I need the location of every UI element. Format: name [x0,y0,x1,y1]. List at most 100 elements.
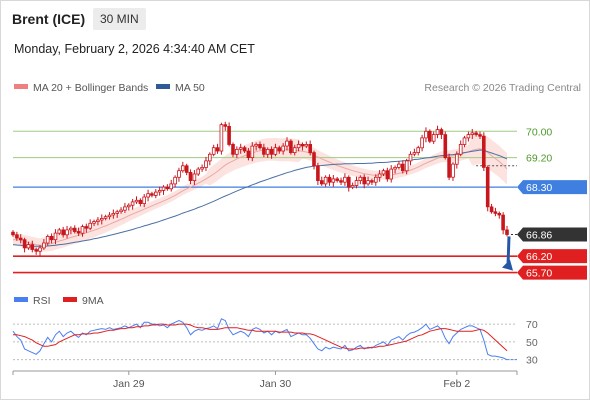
candle-body [485,166,490,208]
x-tick-label: Jan 30 [260,378,292,390]
legend-rsi-ma-swatch [63,297,77,302]
candle-body [443,134,448,159]
candle-body [100,217,104,221]
candle-body [138,199,143,205]
rsi-tick-50: 50 [526,337,538,349]
candle-body [146,193,150,198]
legend-ma20-label: MA 20 + Bollinger Bands [33,82,148,94]
candle-body [173,176,177,185]
candle-body [393,166,397,170]
candle-body [234,148,239,155]
candle-body [481,135,486,168]
candle-body [319,180,324,185]
candle-body [153,191,158,196]
level-label-66.86: 66.86 [526,229,552,241]
level-label-65.70: 65.70 [526,268,552,280]
candle-body [269,148,274,155]
candle-body [53,232,58,241]
candle-body [501,214,505,231]
candle-body [34,249,38,252]
rsi-ma-line [13,323,508,352]
candle-body [134,199,139,203]
legend-rsi-swatch [14,297,28,302]
candle-body [103,216,108,219]
level-box-66.86 [517,227,587,242]
candle-body [466,134,471,139]
candle-body [323,176,328,185]
candle-body [258,143,262,149]
candle-body [192,173,197,181]
candle-body [478,134,482,137]
candle-body [292,147,297,153]
candle-body [331,178,336,183]
candle-body [412,152,417,155]
candle-body [72,227,77,232]
candle-body [312,152,316,167]
candle-body [88,222,93,229]
candle-body [397,163,401,168]
candle-body [238,147,243,150]
legend-ma20-swatch [14,84,28,89]
candle-body [69,227,73,231]
candle-body [262,147,266,155]
timeframe-badge[interactable]: 30 MIN [93,8,146,30]
candle-body [300,143,305,147]
candle-body [150,193,154,196]
candle-body [80,226,85,234]
candle-body [285,140,289,147]
level-label-70.00: 70.00 [526,126,552,138]
rsi-tick-70: 70 [526,319,538,331]
level-box-68.30 [517,180,587,195]
candle-body [161,186,166,191]
candle-body [227,126,231,145]
x-tick-label: Feb 2 [443,378,470,390]
ma50-line [12,149,508,247]
candle-body [489,206,494,213]
instrument-title: Brent (ICE) [12,11,86,27]
candle-body [200,166,204,170]
candle-body [370,180,374,183]
candle-body [57,229,62,234]
candle-body [184,165,189,173]
candle-body [204,160,208,168]
candle-body [408,153,413,162]
candle-body [358,176,363,182]
candle-body [505,229,509,235]
candle-body [389,168,393,180]
candle-body [381,170,386,175]
candle-body [219,124,224,152]
candle-body [277,147,282,152]
candle-body [451,163,455,178]
candle-body [84,226,89,229]
legend-ma50-label: MA 50 [175,82,205,94]
candle-body [362,176,366,185]
candle-body [142,196,147,204]
candle-body [281,145,285,152]
candle-body [180,165,185,172]
candle-body [15,234,19,239]
candle-body [188,171,193,181]
price-levels [13,130,517,274]
candle-body [22,239,27,249]
candle-body [177,170,181,178]
candle-body [493,211,498,214]
candle-body [242,147,247,152]
level-label-69.20: 69.20 [526,153,552,165]
candle-body [42,242,46,249]
candle-body [45,235,50,244]
candle-body [316,165,320,182]
candle-body [470,132,475,135]
candle-body [96,219,100,223]
candle-body [26,244,31,249]
rsi-panel: 70 50 30 [12,318,538,367]
candle-body [196,168,201,175]
candle-body [377,173,382,178]
candle-body [462,137,467,145]
candle-body [123,206,127,211]
candle-body [130,201,135,206]
candle-body [339,180,343,183]
candle-body [431,134,436,142]
ma20-line [13,148,508,246]
level-box-65.70 [517,265,587,280]
candle-body [49,235,54,241]
